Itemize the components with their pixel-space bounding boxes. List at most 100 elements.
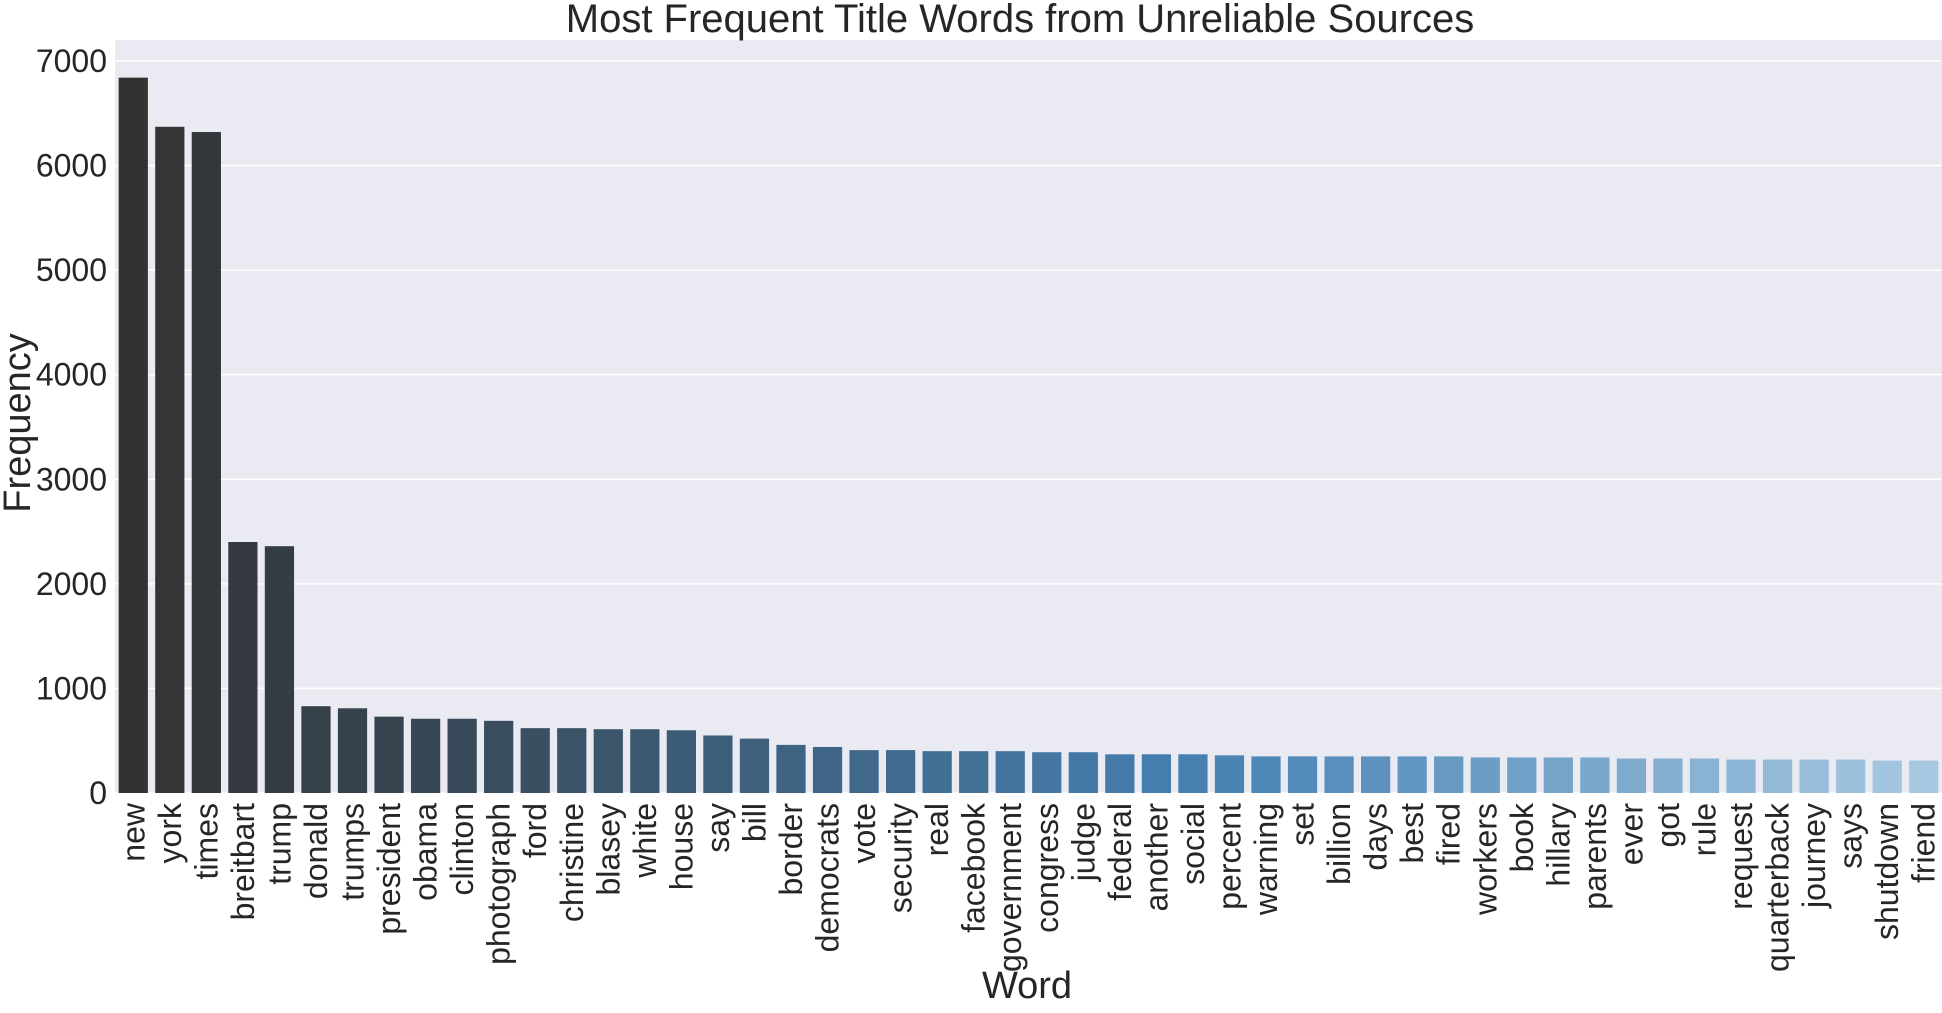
bar-photograph (484, 720, 514, 793)
x-tick-label: christine (554, 803, 590, 922)
x-tick-label: workers (1467, 803, 1503, 916)
x-tick-label: another (1138, 803, 1174, 912)
x-tick-label: shutdown (1869, 803, 1905, 940)
x-tick-label: congress (1029, 803, 1065, 933)
x-tick-label: say (700, 803, 736, 853)
x-tick-label: got (1650, 803, 1686, 848)
bar-workers (1470, 757, 1500, 793)
bar-shutdown (1872, 760, 1902, 793)
bar-house (666, 730, 696, 793)
x-tick-label: facebook (956, 802, 992, 933)
x-tick-label: book (1504, 802, 1540, 872)
bar-billion (1324, 756, 1354, 793)
bar-congress (1032, 752, 1062, 793)
bar-breitbart (228, 542, 258, 793)
y-tick-labels: 0 1000 2000 3000 4000 5000 6000 7000 (36, 43, 107, 811)
y-tick-label: 1000 (36, 670, 107, 706)
x-tick-label: billion (1321, 803, 1357, 885)
x-tick-label: parents (1577, 803, 1613, 910)
bar-got (1653, 758, 1683, 793)
bar-journey (1799, 759, 1829, 793)
x-tick-label: clinton (444, 803, 480, 896)
x-tick-label: warning (1248, 803, 1284, 916)
plot-background (115, 40, 1942, 793)
x-tick-label: breitbart (225, 803, 261, 921)
x-tick-label: york (152, 802, 188, 863)
x-tick-label: president (371, 803, 407, 935)
x-tick-label: ford (517, 803, 553, 858)
x-tick-label: request (1723, 803, 1759, 910)
bar-trump (264, 546, 295, 793)
bar-christine (557, 728, 587, 793)
bar-border (776, 744, 806, 793)
x-tick-label: set (1285, 803, 1321, 846)
y-tick-label: 5000 (36, 252, 107, 288)
y-tick-label: 2000 (36, 566, 107, 602)
bar-vote (849, 750, 879, 793)
bar-parents (1580, 757, 1610, 793)
x-tick-label: democrats (810, 803, 846, 952)
x-tick-label: bill (736, 803, 772, 842)
bar-clinton (447, 718, 477, 793)
bar-hillary (1543, 757, 1573, 793)
bar-government (995, 751, 1025, 793)
bar-warning (1251, 756, 1281, 793)
bar-fired (1434, 756, 1464, 793)
x-tick-label: rule (1686, 803, 1722, 856)
y-tick-label: 0 (89, 775, 107, 811)
bars (118, 77, 1939, 794)
x-tick-label: hillary (1540, 803, 1576, 887)
bar-real (922, 751, 952, 793)
x-tick-label: trump (261, 803, 297, 885)
bar-facebook (959, 751, 989, 793)
x-tick-label: donald (298, 803, 334, 899)
bar-best (1397, 756, 1427, 793)
y-tick-label: 6000 (36, 148, 107, 184)
bar-ever (1616, 758, 1647, 793)
bar-set (1287, 756, 1318, 793)
x-tick-label: vote (846, 803, 882, 863)
x-tick-label: house (663, 803, 699, 890)
x-tick-label: security (883, 803, 919, 913)
x-tick-label: real (919, 803, 955, 856)
x-tick-label: trumps (335, 803, 371, 901)
bar-another (1141, 754, 1172, 793)
x-tick-label: ever (1613, 803, 1649, 866)
x-tick-label: friend (1906, 803, 1942, 883)
x-tick-label: journey (1796, 803, 1832, 909)
chart-title: Most Frequent Title Words from Unreliabl… (566, 0, 1475, 41)
bar-percent (1214, 755, 1245, 793)
bar-times (191, 132, 221, 794)
x-tick-label: obama (408, 803, 444, 901)
x-tick-label: judge (1065, 803, 1101, 882)
bar-bill (739, 738, 770, 793)
x-axis-label: Word (982, 965, 1072, 1007)
bar-days (1361, 756, 1391, 793)
y-axis-label: Frequency (0, 333, 39, 513)
bar-friend (1909, 760, 1939, 793)
x-tick-label: best (1394, 803, 1430, 864)
x-tick-label: social (1175, 803, 1211, 885)
bar-blasey (593, 729, 623, 793)
bar-white (630, 729, 660, 793)
x-tick-labels: new york times breitbart trump donald trumps pr… (115, 802, 1941, 972)
bar-federal (1105, 754, 1135, 793)
x-tick-label: photograph (481, 803, 517, 965)
bar-rule (1689, 758, 1720, 793)
x-tick-label: white (627, 803, 663, 879)
bar-security (885, 750, 916, 793)
x-tick-label: says (1833, 803, 1869, 869)
bar-president (374, 716, 404, 793)
bar-judge (1068, 752, 1098, 793)
x-tick-label: government (992, 803, 1028, 972)
bar-book (1507, 757, 1537, 793)
grid-lines (115, 60, 1942, 794)
y-tick-label: 7000 (36, 43, 107, 79)
x-tick-label: times (188, 803, 224, 879)
bar-ford (520, 728, 550, 793)
bar-request (1726, 759, 1756, 793)
x-tick-label: blasey (590, 803, 626, 896)
x-tick-label: fired (1431, 803, 1467, 865)
bar-quarterback (1762, 759, 1793, 793)
